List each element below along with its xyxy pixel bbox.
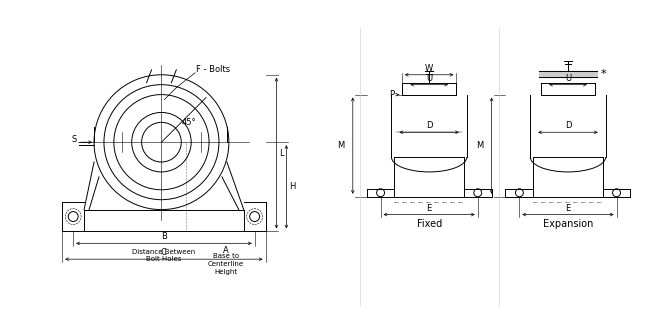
Text: F - Bolts: F - Bolts	[196, 65, 230, 74]
Text: C: C	[161, 248, 167, 257]
Text: P: P	[389, 90, 394, 99]
Text: D: D	[426, 121, 432, 130]
Text: H: H	[289, 182, 296, 191]
Text: Fixed: Fixed	[416, 219, 442, 230]
Text: L: L	[279, 148, 284, 158]
Text: U: U	[565, 74, 571, 83]
Text: U: U	[426, 74, 432, 83]
Text: B: B	[161, 232, 167, 241]
Text: 45°: 45°	[182, 118, 196, 127]
Text: *: *	[600, 69, 606, 79]
Text: M: M	[477, 141, 484, 150]
Text: S: S	[72, 135, 77, 144]
Text: D: D	[565, 121, 571, 130]
Text: Centerline: Centerline	[208, 261, 244, 267]
Text: E: E	[426, 204, 432, 213]
Text: A: A	[223, 246, 229, 255]
Text: Expansion: Expansion	[543, 219, 593, 230]
Text: Height: Height	[214, 269, 238, 275]
Text: E: E	[566, 204, 571, 213]
Text: W: W	[425, 64, 433, 73]
Text: M: M	[338, 141, 345, 150]
Text: Distance Between
Bolt Holes: Distance Between Bolt Holes	[132, 249, 195, 262]
Text: Base to: Base to	[213, 253, 239, 259]
